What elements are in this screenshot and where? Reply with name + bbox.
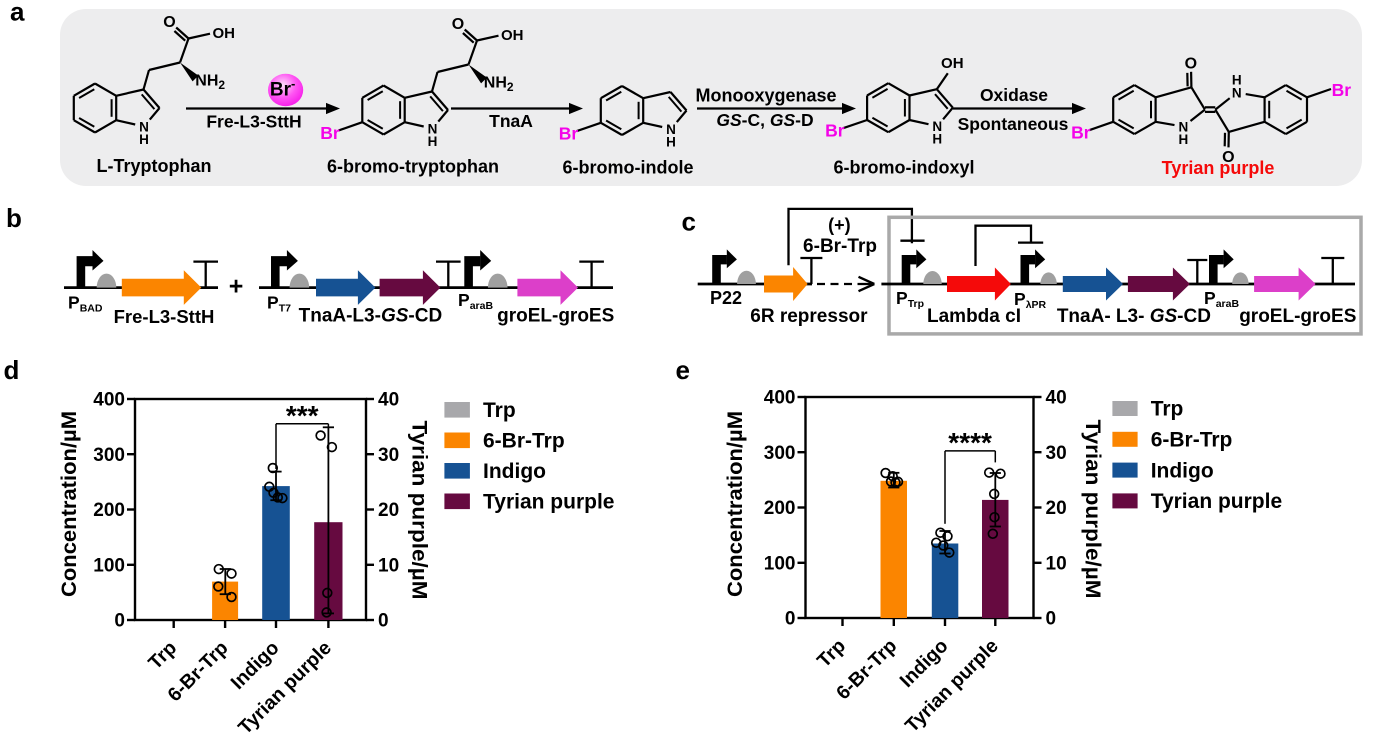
svg-text:300: 300: [764, 443, 796, 464]
svg-text:6-Br-Trp: 6-Br-Trp: [483, 430, 565, 453]
svg-text:Fre-L3-SttH: Fre-L3-SttH: [114, 306, 215, 327]
svg-text:Tyrian purple/µM: Tyrian purple/µM: [1081, 420, 1105, 599]
svg-text:L-Tryptophan: L-Tryptophan: [97, 156, 212, 176]
svg-text:Fre-L3-SttH: Fre-L3-SttH: [206, 112, 301, 132]
svg-text:H: H: [932, 132, 942, 147]
svg-text:H: H: [1232, 72, 1242, 87]
svg-text:40: 40: [1046, 388, 1067, 409]
svg-text:0: 0: [378, 611, 389, 632]
svg-text:c: c: [682, 207, 696, 237]
svg-text:H: H: [1179, 132, 1189, 147]
svg-text:****: ****: [948, 427, 992, 458]
svg-text:100: 100: [764, 553, 796, 574]
svg-text:a: a: [10, 0, 25, 27]
svg-text:Oxidase: Oxidase: [980, 85, 1048, 105]
svg-text:Br: Br: [825, 121, 845, 141]
svg-text:H: H: [428, 134, 438, 149]
svg-text:Br: Br: [1332, 80, 1352, 100]
svg-text:200: 200: [764, 498, 796, 519]
svg-text:OH: OH: [501, 27, 524, 44]
svg-text:H: H: [666, 135, 676, 150]
svg-text:N: N: [1232, 85, 1242, 100]
svg-text:6-bromo-tryptophan: 6-bromo-tryptophan: [327, 157, 499, 177]
svg-text:40: 40: [378, 390, 399, 411]
svg-text:6R repressor: 6R repressor: [750, 306, 868, 327]
svg-text:OH: OH: [213, 25, 236, 42]
svg-text:400: 400: [93, 390, 125, 411]
svg-text:6-Br-Trp: 6-Br-Trp: [803, 236, 877, 257]
svg-text:Trp: Trp: [483, 399, 516, 422]
svg-text:6-bromo-indoxyl: 6-bromo-indoxyl: [833, 158, 974, 178]
svg-text:Tyrian purple: Tyrian purple: [483, 491, 614, 514]
svg-text:Br: Br: [1071, 123, 1091, 143]
svg-text:TnaA- L3- GS-CD: TnaA- L3- GS-CD: [1057, 306, 1211, 327]
svg-text:Monooxygenase: Monooxygenase: [695, 86, 836, 106]
svg-text:Tyrian purple: Tyrian purple: [1151, 490, 1282, 513]
svg-text:O: O: [1185, 56, 1197, 73]
svg-text:20: 20: [378, 500, 399, 521]
svg-text:e: e: [676, 355, 690, 385]
svg-text:6-bromo-indole: 6-bromo-indole: [563, 158, 694, 178]
svg-text:groEL-groES: groEL-groES: [1239, 306, 1356, 327]
svg-text:d: d: [4, 355, 20, 385]
svg-text:6-Br-Trp: 6-Br-Trp: [1151, 429, 1233, 452]
svg-text:Lambda cI: Lambda cI: [927, 306, 1021, 327]
svg-text:400: 400: [764, 388, 796, 409]
svg-text:30: 30: [378, 445, 399, 466]
svg-text:Br: Br: [559, 124, 579, 144]
svg-text:O: O: [163, 14, 175, 31]
svg-text:(+): (+): [828, 215, 851, 235]
svg-text:300: 300: [93, 445, 125, 466]
svg-text:Br: Br: [320, 123, 340, 143]
svg-text:TnaA: TnaA: [489, 111, 533, 131]
svg-text:200: 200: [93, 500, 125, 521]
svg-text:20: 20: [1046, 498, 1067, 519]
svg-text:Spontaneous: Spontaneous: [958, 114, 1069, 134]
svg-text:100: 100: [93, 555, 125, 576]
svg-text:groEL-groES: groEL-groES: [497, 306, 614, 327]
svg-text:30: 30: [1046, 443, 1067, 464]
svg-text:Concentration/µM: Concentration/µM: [723, 411, 747, 597]
svg-text:10: 10: [1046, 553, 1067, 574]
svg-text:Concentration/µM: Concentration/µM: [57, 411, 81, 597]
svg-text:10: 10: [378, 555, 399, 576]
svg-text:b: b: [6, 203, 22, 233]
svg-text:Indigo: Indigo: [1151, 459, 1214, 482]
svg-text:O: O: [452, 16, 464, 33]
svg-text:Tyrian purple: Tyrian purple: [1162, 158, 1275, 178]
svg-text:GS-C, GS-D: GS-C, GS-D: [716, 110, 813, 130]
svg-text:TnaA-L3-GS-CD: TnaA-L3-GS-CD: [299, 306, 443, 327]
svg-text:P22: P22: [710, 288, 742, 308]
svg-text:+: +: [229, 273, 244, 301]
svg-text:Indigo: Indigo: [483, 460, 546, 483]
svg-text:***: ***: [286, 400, 319, 431]
svg-text:Tyrian purple/µM: Tyrian purple/µM: [408, 421, 432, 600]
svg-text:H: H: [139, 132, 149, 147]
svg-text:0: 0: [1046, 609, 1057, 630]
svg-text:Trp: Trp: [1151, 398, 1184, 421]
svg-text:0: 0: [114, 611, 125, 632]
svg-text:0: 0: [785, 609, 796, 630]
svg-text:OH: OH: [941, 55, 964, 72]
